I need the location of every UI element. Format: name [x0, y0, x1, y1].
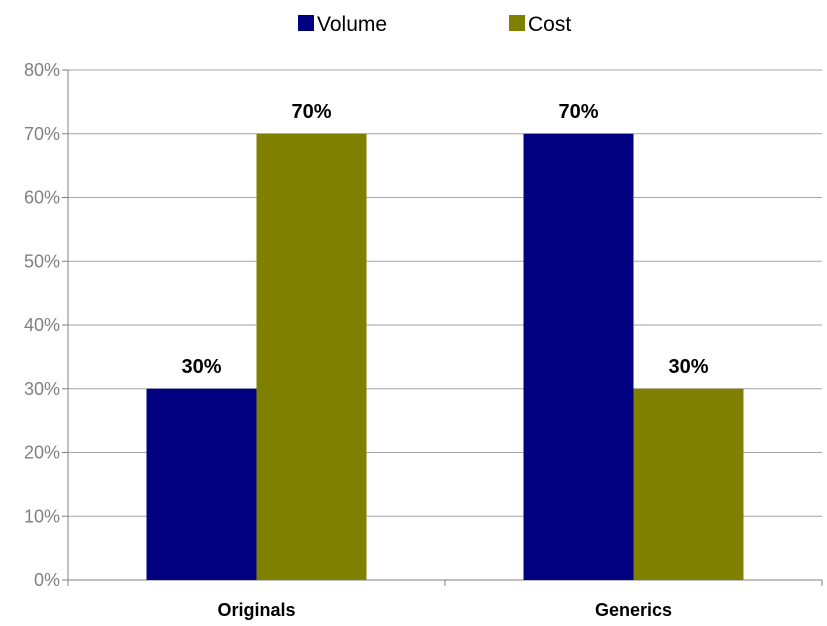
x-category-label: Originals	[217, 600, 295, 620]
y-tick-label: 20%	[24, 443, 60, 463]
data-label: 70%	[558, 101, 598, 123]
data-label: 30%	[181, 356, 221, 378]
bars	[146, 133, 744, 580]
legend-label-volume: Volume	[317, 13, 387, 36]
data-label: 30%	[668, 356, 708, 378]
legend-label-cost: Cost	[528, 13, 571, 36]
y-tick-label: 60%	[24, 188, 60, 208]
bar-cost-originals	[256, 133, 367, 580]
x-category-label: Generics	[595, 600, 672, 620]
y-tick-label: 80%	[24, 60, 60, 80]
data-labels: 30% 70% 70% 30%	[181, 101, 708, 378]
y-tick-label: 10%	[24, 506, 60, 526]
legend: Volume Cost	[298, 13, 571, 36]
bar-volume-generics	[523, 133, 634, 580]
y-tick-label: 30%	[24, 379, 60, 399]
data-label: 70%	[291, 101, 331, 123]
bar-cost-generics	[633, 388, 744, 580]
y-tick-label: 0%	[34, 570, 60, 590]
bar-volume-originals	[146, 388, 257, 580]
legend-swatch-volume	[298, 15, 314, 31]
y-tick-label: 40%	[24, 315, 60, 335]
legend-swatch-cost	[509, 15, 525, 31]
axes: 0% 10% 20% 30% 40% 50% 60% 70% 80% Originals Gener…	[24, 60, 823, 620]
y-tick-label: 70%	[24, 124, 60, 144]
y-tick-label: 50%	[24, 251, 60, 271]
